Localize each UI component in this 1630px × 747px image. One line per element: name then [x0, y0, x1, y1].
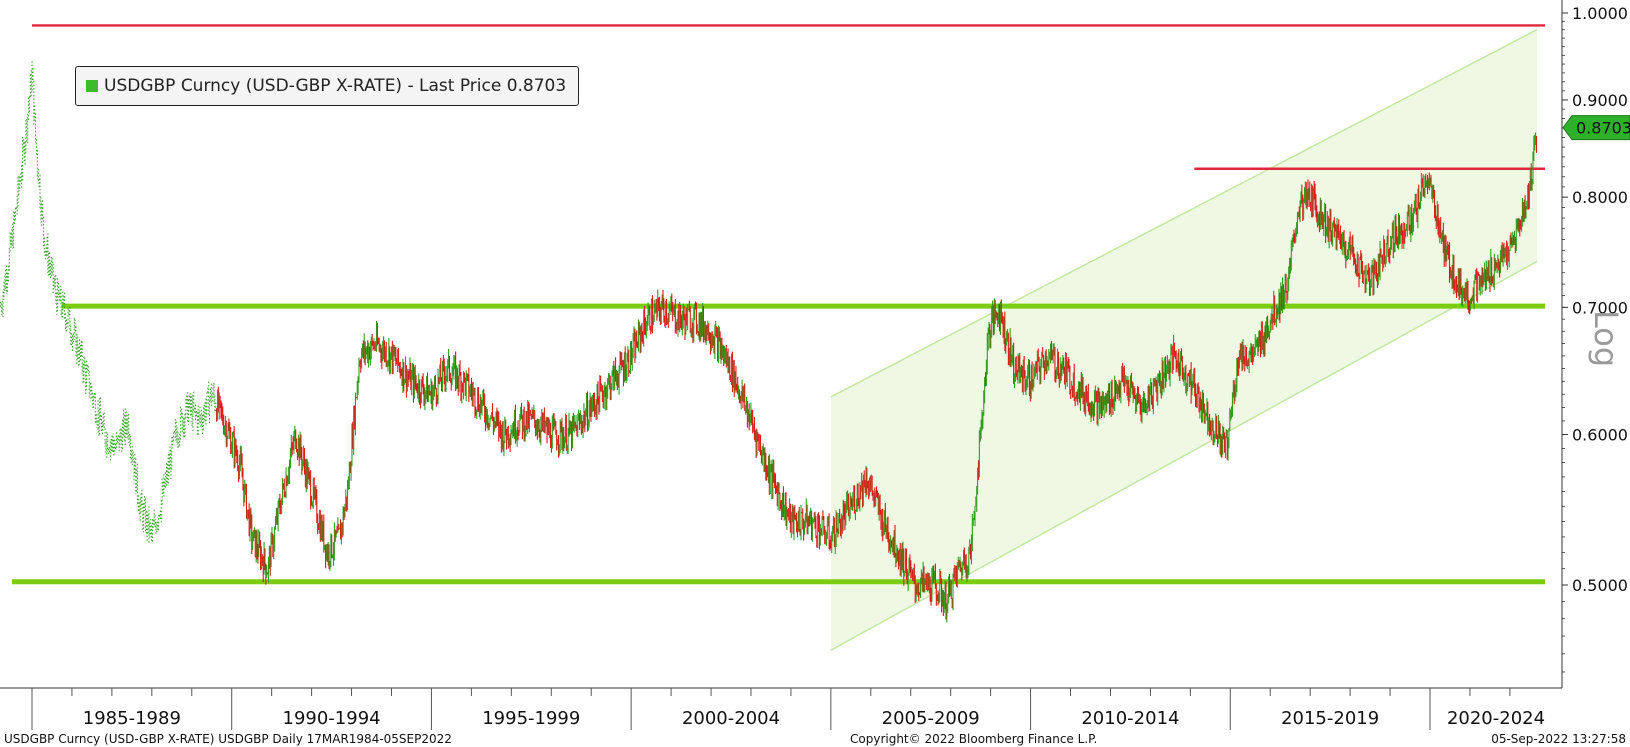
y-tick-label-4: 0.6000: [1572, 426, 1628, 445]
x-axis-label-3: 2000-2004: [682, 708, 780, 729]
legend: USDGBP Curncy (USD-GBP X-RATE) - Last Pr…: [75, 66, 580, 106]
x-axis-label-0: 1985-1989: [83, 708, 181, 729]
footer-left: USDGBP Curncy (USD-GBP X-RATE) USDGBP Da…: [4, 732, 452, 746]
y-tick-label-3: 0.7000: [1572, 298, 1628, 317]
x-axis-label-1: 1990-1994: [283, 708, 381, 729]
x-axis-label-6: 2015-2019: [1281, 708, 1379, 729]
x-axis-label-7: 2020-2024: [1447, 708, 1545, 729]
price-series: [0, 61, 1538, 623]
channel-upper-line: [830, 29, 1538, 398]
x-axis-label-2: 1995-1999: [482, 708, 580, 729]
channel-fill: [830, 29, 1538, 651]
trend-channel: [830, 29, 1538, 651]
x-axis-label-4: 2005-2009: [882, 708, 980, 729]
support-resistance-lines: [12, 24, 1546, 585]
last-price-label: 0.8703: [1576, 119, 1630, 138]
footer-timestamp: 05-Sep-2022 13:27:58: [1491, 732, 1626, 746]
y-axis-label: Log: [1587, 310, 1625, 367]
y-tick-label-2: 0.8000: [1572, 188, 1628, 207]
last-price-tag: [1562, 115, 1630, 141]
legend-label: USDGBP Curncy (USD-GBP X-RATE) - Last Pr…: [104, 76, 567, 96]
y-tick-label-1: 0.9000: [1572, 91, 1628, 110]
legend-swatch: [86, 80, 98, 92]
axes: 1.0000 0.9000 0.8000 0.7000 0.6000 0.5000 Log 1…: [0, 0, 1630, 730]
footer-copyright: Copyright© 2022 Bloomberg Finance L.P.: [850, 732, 1098, 746]
y-tick-label-5: 0.5000: [1572, 576, 1628, 595]
x-axis-label-5: 2010-2014: [1081, 708, 1179, 729]
y-tick-label-0: 1.0000: [1572, 4, 1628, 23]
